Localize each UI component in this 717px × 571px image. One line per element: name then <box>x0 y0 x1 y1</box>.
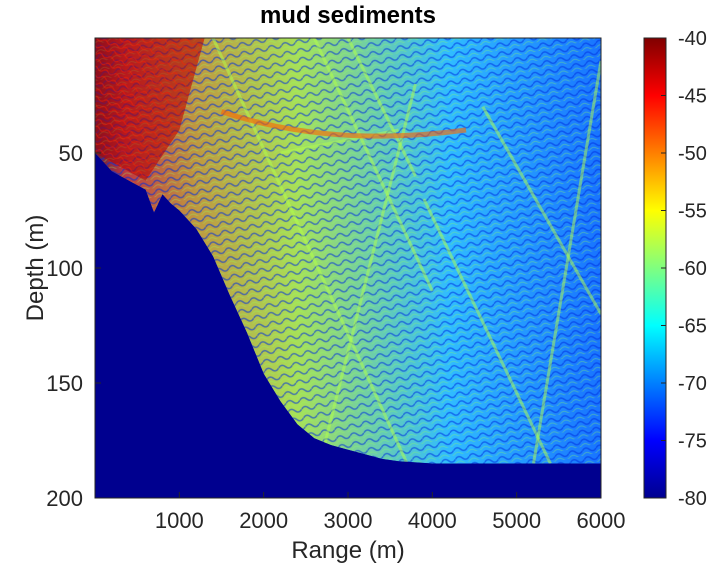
y-tick-label: 200 <box>46 486 83 511</box>
colorbar-tick-label: -50 <box>678 143 707 165</box>
y-tick-label: 50 <box>59 141 83 166</box>
x-tick-label: 1000 <box>155 508 204 533</box>
colorbar-tick-label: -70 <box>678 373 707 395</box>
x-tick-label: 3000 <box>324 508 373 533</box>
convergence-beam <box>321 83 417 453</box>
colorbar-tick-label: -55 <box>678 201 707 223</box>
seabed-mask <box>95 153 601 498</box>
colorbar-tick-label: -65 <box>678 316 707 338</box>
colorbar-tick-label: -45 <box>678 86 707 108</box>
colorbar-tick-label: -80 <box>678 488 707 510</box>
x-axis-label: Range (m) <box>291 537 405 564</box>
convergence-beam <box>346 38 417 177</box>
y-tick-label: 100 <box>46 256 83 281</box>
x-tick-label: 2000 <box>239 508 288 533</box>
source-ripples <box>95 38 205 181</box>
x-tick-label: 6000 <box>577 508 626 533</box>
x-tick-label: 5000 <box>492 508 541 533</box>
intensity-band <box>220 109 467 139</box>
x-tick-label: 4000 <box>408 508 457 533</box>
convergence-beam <box>211 38 409 465</box>
convergence-beam <box>312 38 434 292</box>
interference-pattern <box>95 38 601 464</box>
colorbar-tick-label: -75 <box>678 431 707 453</box>
colorbar-tick-label: -60 <box>678 258 707 280</box>
convergence-beam <box>422 198 552 465</box>
convergence-beam <box>532 60 601 464</box>
y-tick-label: 150 <box>46 371 83 396</box>
chart-title: mud sediments <box>259 2 437 29</box>
colorbar-tick-label: -40 <box>678 28 707 50</box>
convergence-beam <box>481 106 601 315</box>
